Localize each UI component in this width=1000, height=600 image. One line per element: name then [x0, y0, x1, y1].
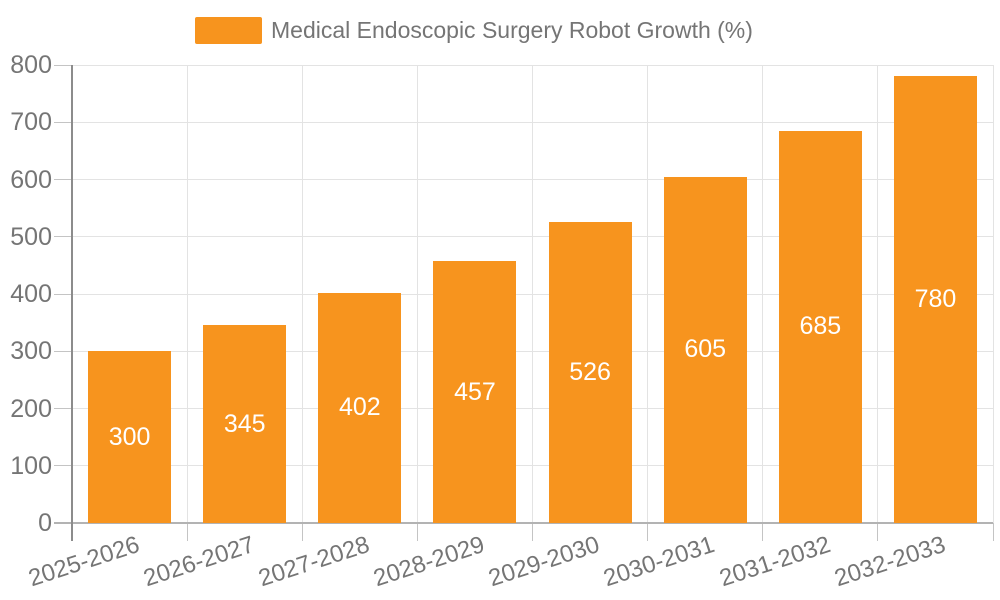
y-axis-tick: [54, 293, 71, 295]
gridline-vertical: [416, 65, 418, 523]
y-axis-tick: [54, 64, 71, 66]
gridline-vertical: [532, 65, 533, 523]
y-tick-label: 800: [10, 51, 52, 79]
bar-value-label: 780: [914, 285, 957, 314]
y-axis-tick: [54, 179, 71, 180]
y-tick-label: 100: [10, 451, 52, 480]
legend[interactable]: Medical Endoscopic Surgery Robot Growth …: [195, 17, 753, 44]
y-axis-tick: [54, 350, 71, 352]
x-axis-tick: [877, 523, 879, 541]
bar: 526: [548, 221, 632, 523]
x-tick-label: 2030-2031: [600, 531, 719, 593]
x-axis-tick: [762, 523, 764, 541]
y-tick-label: 500: [10, 222, 52, 251]
x-tick-label: 2025-2026: [25, 531, 143, 593]
bar-value-label: 300: [108, 422, 151, 451]
x-tick-label: 2027-2028: [255, 531, 373, 593]
gridline-vertical: [186, 65, 188, 523]
bar: 300: [88, 351, 172, 523]
legend-label: Medical Endoscopic Surgery Robot Growth …: [271, 17, 753, 43]
y-axis-tick: [54, 465, 71, 467]
y-axis-tick: [54, 408, 71, 409]
x-axis-tick: [301, 523, 303, 541]
x-tick-label: 2028-2029: [370, 531, 488, 593]
x-axis-line: [54, 522, 993, 524]
bar: 605: [663, 176, 747, 523]
bar: 345: [203, 325, 287, 523]
bar-value-label: 345: [223, 409, 266, 438]
y-axis-tick: [54, 121, 71, 123]
bar: 685: [778, 130, 862, 523]
x-tick-label: 2029-2030: [485, 531, 604, 593]
y-axis-tick: [54, 236, 71, 238]
bar: 457: [433, 261, 517, 523]
x-axis-tick: [647, 523, 649, 541]
gridline-vertical: [647, 65, 649, 523]
gridline-vertical: [301, 65, 303, 523]
x-axis-tick: [992, 523, 994, 541]
y-tick-label: 0: [38, 509, 52, 537]
bar-value-label: 457: [454, 377, 496, 406]
gridline-vertical: [762, 65, 764, 523]
legend-swatch: [195, 17, 262, 44]
y-tick-label: 300: [10, 337, 52, 366]
y-tick-label: 200: [10, 394, 52, 423]
bar-value-label: 605: [684, 335, 727, 364]
bar: 402: [318, 292, 402, 523]
y-tick-label: 400: [10, 280, 52, 308]
x-tick-label: 2032-2033: [830, 531, 949, 593]
x-tick-label: 2031-2032: [715, 531, 834, 593]
bar-value-label: 685: [799, 312, 842, 341]
y-tick-label: 700: [10, 108, 52, 137]
gridline-vertical: [877, 65, 879, 523]
y-tick-label: 600: [10, 165, 52, 194]
x-axis-tick: [416, 523, 418, 541]
y-axis-line: [71, 65, 73, 541]
x-tick-label: 2026-2027: [140, 531, 258, 593]
x-axis-tick: [532, 523, 533, 541]
bar: 780: [893, 76, 977, 523]
bar-value-label: 402: [338, 393, 381, 422]
x-axis-tick: [186, 523, 188, 541]
bar-value-label: 526: [569, 357, 611, 386]
gridline-vertical: [992, 65, 994, 523]
